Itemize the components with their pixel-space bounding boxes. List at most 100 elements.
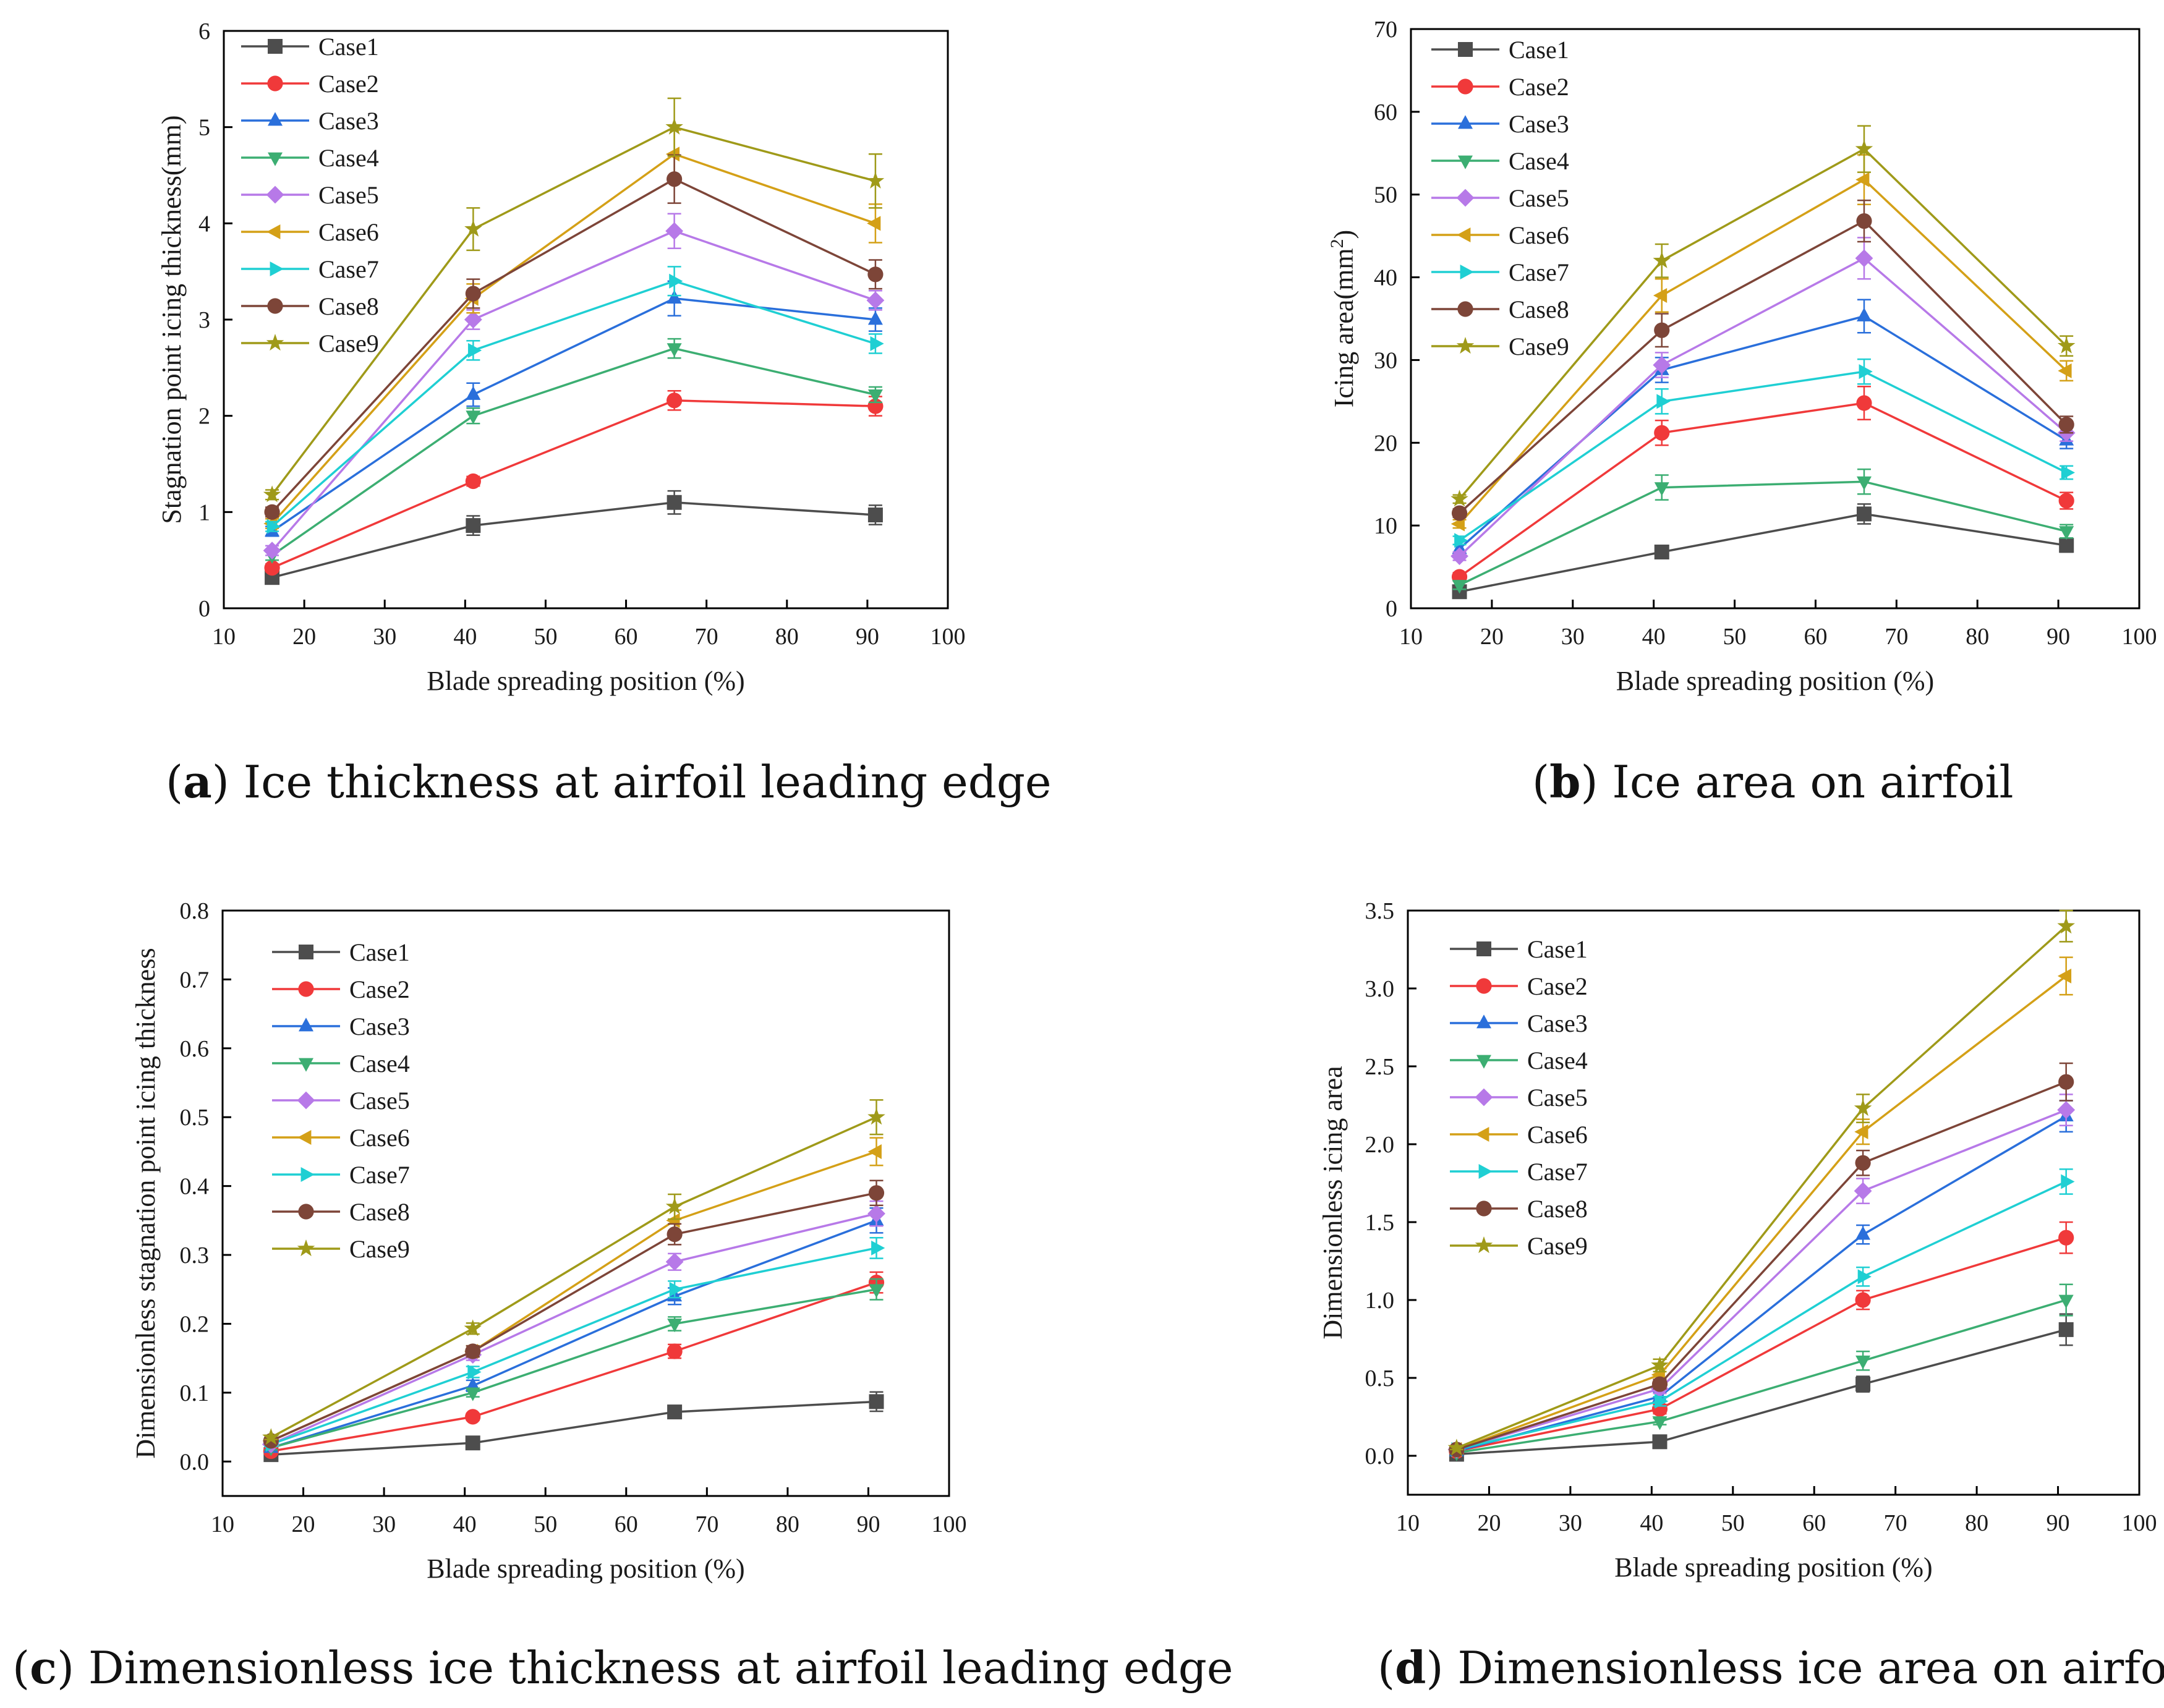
legend-marker [1456,189,1475,207]
data-point [264,504,280,520]
data-point [1856,307,1872,321]
series-case4 [1449,1283,2074,1461]
data-point [2057,917,2075,934]
series-line [1459,178,2068,525]
data-point [870,336,884,351]
x-tick-label: 20 [1480,624,1504,650]
data-point [1656,394,1671,409]
legend-marker [299,1058,313,1072]
x-tick-label: 60 [615,1511,638,1537]
x-tick-label: 30 [372,1511,396,1537]
series-line [271,229,876,551]
series-line [1459,257,2068,557]
series-line [271,501,876,579]
data-point [2058,363,2072,378]
data-point [1653,251,1671,268]
y-tick-label: 70 [1374,17,1397,43]
data-point [867,311,883,325]
caption-c: (c) Dimensionless ice thickness at airfo… [12,1641,1233,1694]
data-point [1652,1434,1668,1450]
data-point [1855,1292,1871,1308]
x-tick-label: 20 [292,1511,315,1537]
y-tick-label: 0.7 [180,967,210,993]
data-point [1655,1393,1669,1409]
series-case2 [263,1271,885,1459]
data-point [869,1394,884,1409]
legend-label: Case7 [1527,1158,1588,1186]
legend-marker [1458,155,1473,169]
data-point [2058,417,2074,433]
legend-marker [268,152,283,166]
data-point [667,343,682,357]
x-tick-label: 70 [695,1511,718,1537]
data-point [1654,482,1669,496]
data-point [1855,1155,1871,1171]
legend-marker [300,1167,315,1182]
legend-label: Case9 [318,329,379,357]
legend-label: Case9 [1509,333,1569,360]
x-tick-label: 30 [1559,1510,1582,1536]
data-point [1856,506,1872,522]
data-point [1856,213,1872,229]
legend-marker [297,1239,315,1257]
data-point [466,518,481,533]
legend-marker [1458,42,1473,57]
data-point [867,389,883,404]
plot-frame [1410,28,2141,610]
legend-label: Case6 [1509,221,1569,249]
data-point [1654,322,1670,338]
y-tick-label: 0.1 [180,1380,210,1406]
legend-marker [1457,79,1473,95]
data-point [465,1387,480,1401]
series-line [1456,1115,2067,1453]
x-tick-label: 20 [292,624,316,650]
data-point [465,286,481,302]
legend-label: Case2 [349,975,410,1003]
data-point [1854,1099,1872,1116]
x-tick-label: 10 [1396,1510,1420,1536]
data-point [1857,1269,1872,1285]
legend-marker [1458,115,1473,129]
legend-marker [1478,1164,1493,1179]
x-tick-label: 80 [1966,624,1989,650]
data-point [465,1343,481,1359]
legend-marker [1457,227,1471,242]
legend-label: Case4 [1509,147,1569,175]
data-point [1450,547,1468,566]
x-tick-label: 40 [1640,1510,1663,1536]
legend-marker [266,334,284,351]
legend-label: Case3 [318,107,379,135]
series-line [271,279,876,528]
data-point [871,1240,885,1256]
series-case3 [1449,1100,2074,1456]
data-point [667,1343,683,1359]
series-line [1459,480,2067,587]
x-tick-label: 80 [1965,1510,1988,1536]
data-point [262,1428,280,1445]
legend-label: Case6 [349,1124,410,1152]
data-point [866,291,885,310]
data-point [467,1364,482,1380]
legend-marker [1456,337,1475,354]
legend-label: Case4 [1527,1047,1588,1074]
data-point [1855,172,1870,187]
data-point [2057,336,2076,354]
legend-label: Case5 [318,181,379,209]
legend-marker [268,39,283,54]
data-point [665,147,680,162]
legend-label: Case1 [1509,36,1569,64]
y-tick-label: 0 [198,596,210,622]
series-line [1459,370,2067,542]
data-point [665,117,683,135]
y-tick-label: 50 [1374,182,1397,208]
series-line [270,1116,877,1438]
data-point [667,1226,683,1243]
series-line [1459,402,2067,578]
y-tick-label: 2.5 [1365,1054,1395,1080]
series-line [1456,1108,2067,1451]
legend-marker [299,945,313,959]
legend-marker [268,112,283,126]
y-tick-label: 3.5 [1365,898,1395,924]
data-point [868,1185,885,1201]
series-line [270,1219,877,1449]
